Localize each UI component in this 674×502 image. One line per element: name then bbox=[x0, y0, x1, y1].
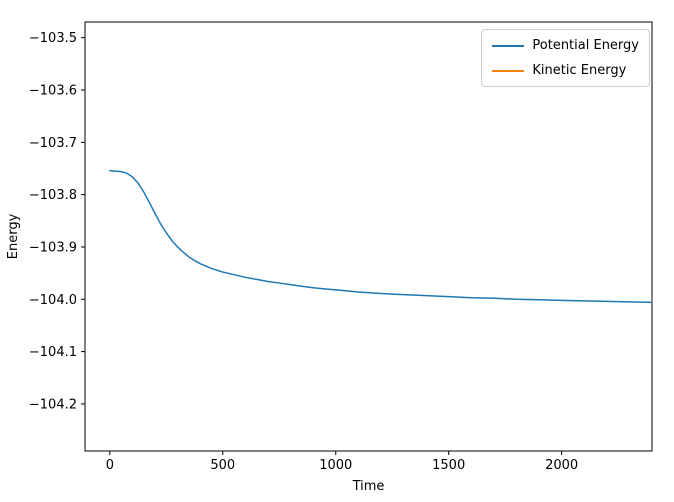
x-tick-label: 1000 bbox=[319, 458, 352, 473]
legend-item-potential-energy: Potential Energy bbox=[492, 37, 639, 54]
y-tick-label: −104.1 bbox=[29, 345, 77, 360]
legend: Potential Energy Kinetic Energy bbox=[481, 29, 650, 87]
axes-frame bbox=[84, 21, 653, 452]
x-tick-label: 500 bbox=[210, 458, 235, 473]
legend-line-potential-energy-icon bbox=[492, 44, 525, 47]
y-tick-label: −103.8 bbox=[29, 188, 77, 203]
x-axis-label: Time bbox=[352, 479, 385, 494]
legend-label-kinetic-energy: Kinetic Energy bbox=[532, 63, 627, 78]
series-line-0 bbox=[109, 169, 653, 304]
y-tick-label: −104.0 bbox=[29, 293, 77, 308]
y-tick-label: −103.9 bbox=[29, 240, 77, 255]
x-tick-label: 2000 bbox=[545, 458, 578, 473]
y-tick-label: −103.5 bbox=[29, 31, 77, 46]
x-tick-label: 0 bbox=[106, 458, 114, 473]
legend-item-kinetic-energy: Kinetic Energy bbox=[492, 62, 639, 79]
legend-label-potential-energy: Potential Energy bbox=[532, 38, 639, 53]
x-tick-label: 1500 bbox=[432, 458, 465, 473]
legend-line-kinetic-energy-icon bbox=[492, 69, 525, 72]
y-tick-label: −103.7 bbox=[29, 136, 77, 151]
plot-dynamic-layer: 0 500 1000 1500 2000 −103.5 −103.6 −103.7 −103.8… bbox=[29, 31, 653, 473]
y-tick-label: −104.2 bbox=[29, 397, 77, 412]
y-tick-label: −103.6 bbox=[29, 84, 77, 99]
y-axis-label: Energy bbox=[6, 213, 21, 259]
